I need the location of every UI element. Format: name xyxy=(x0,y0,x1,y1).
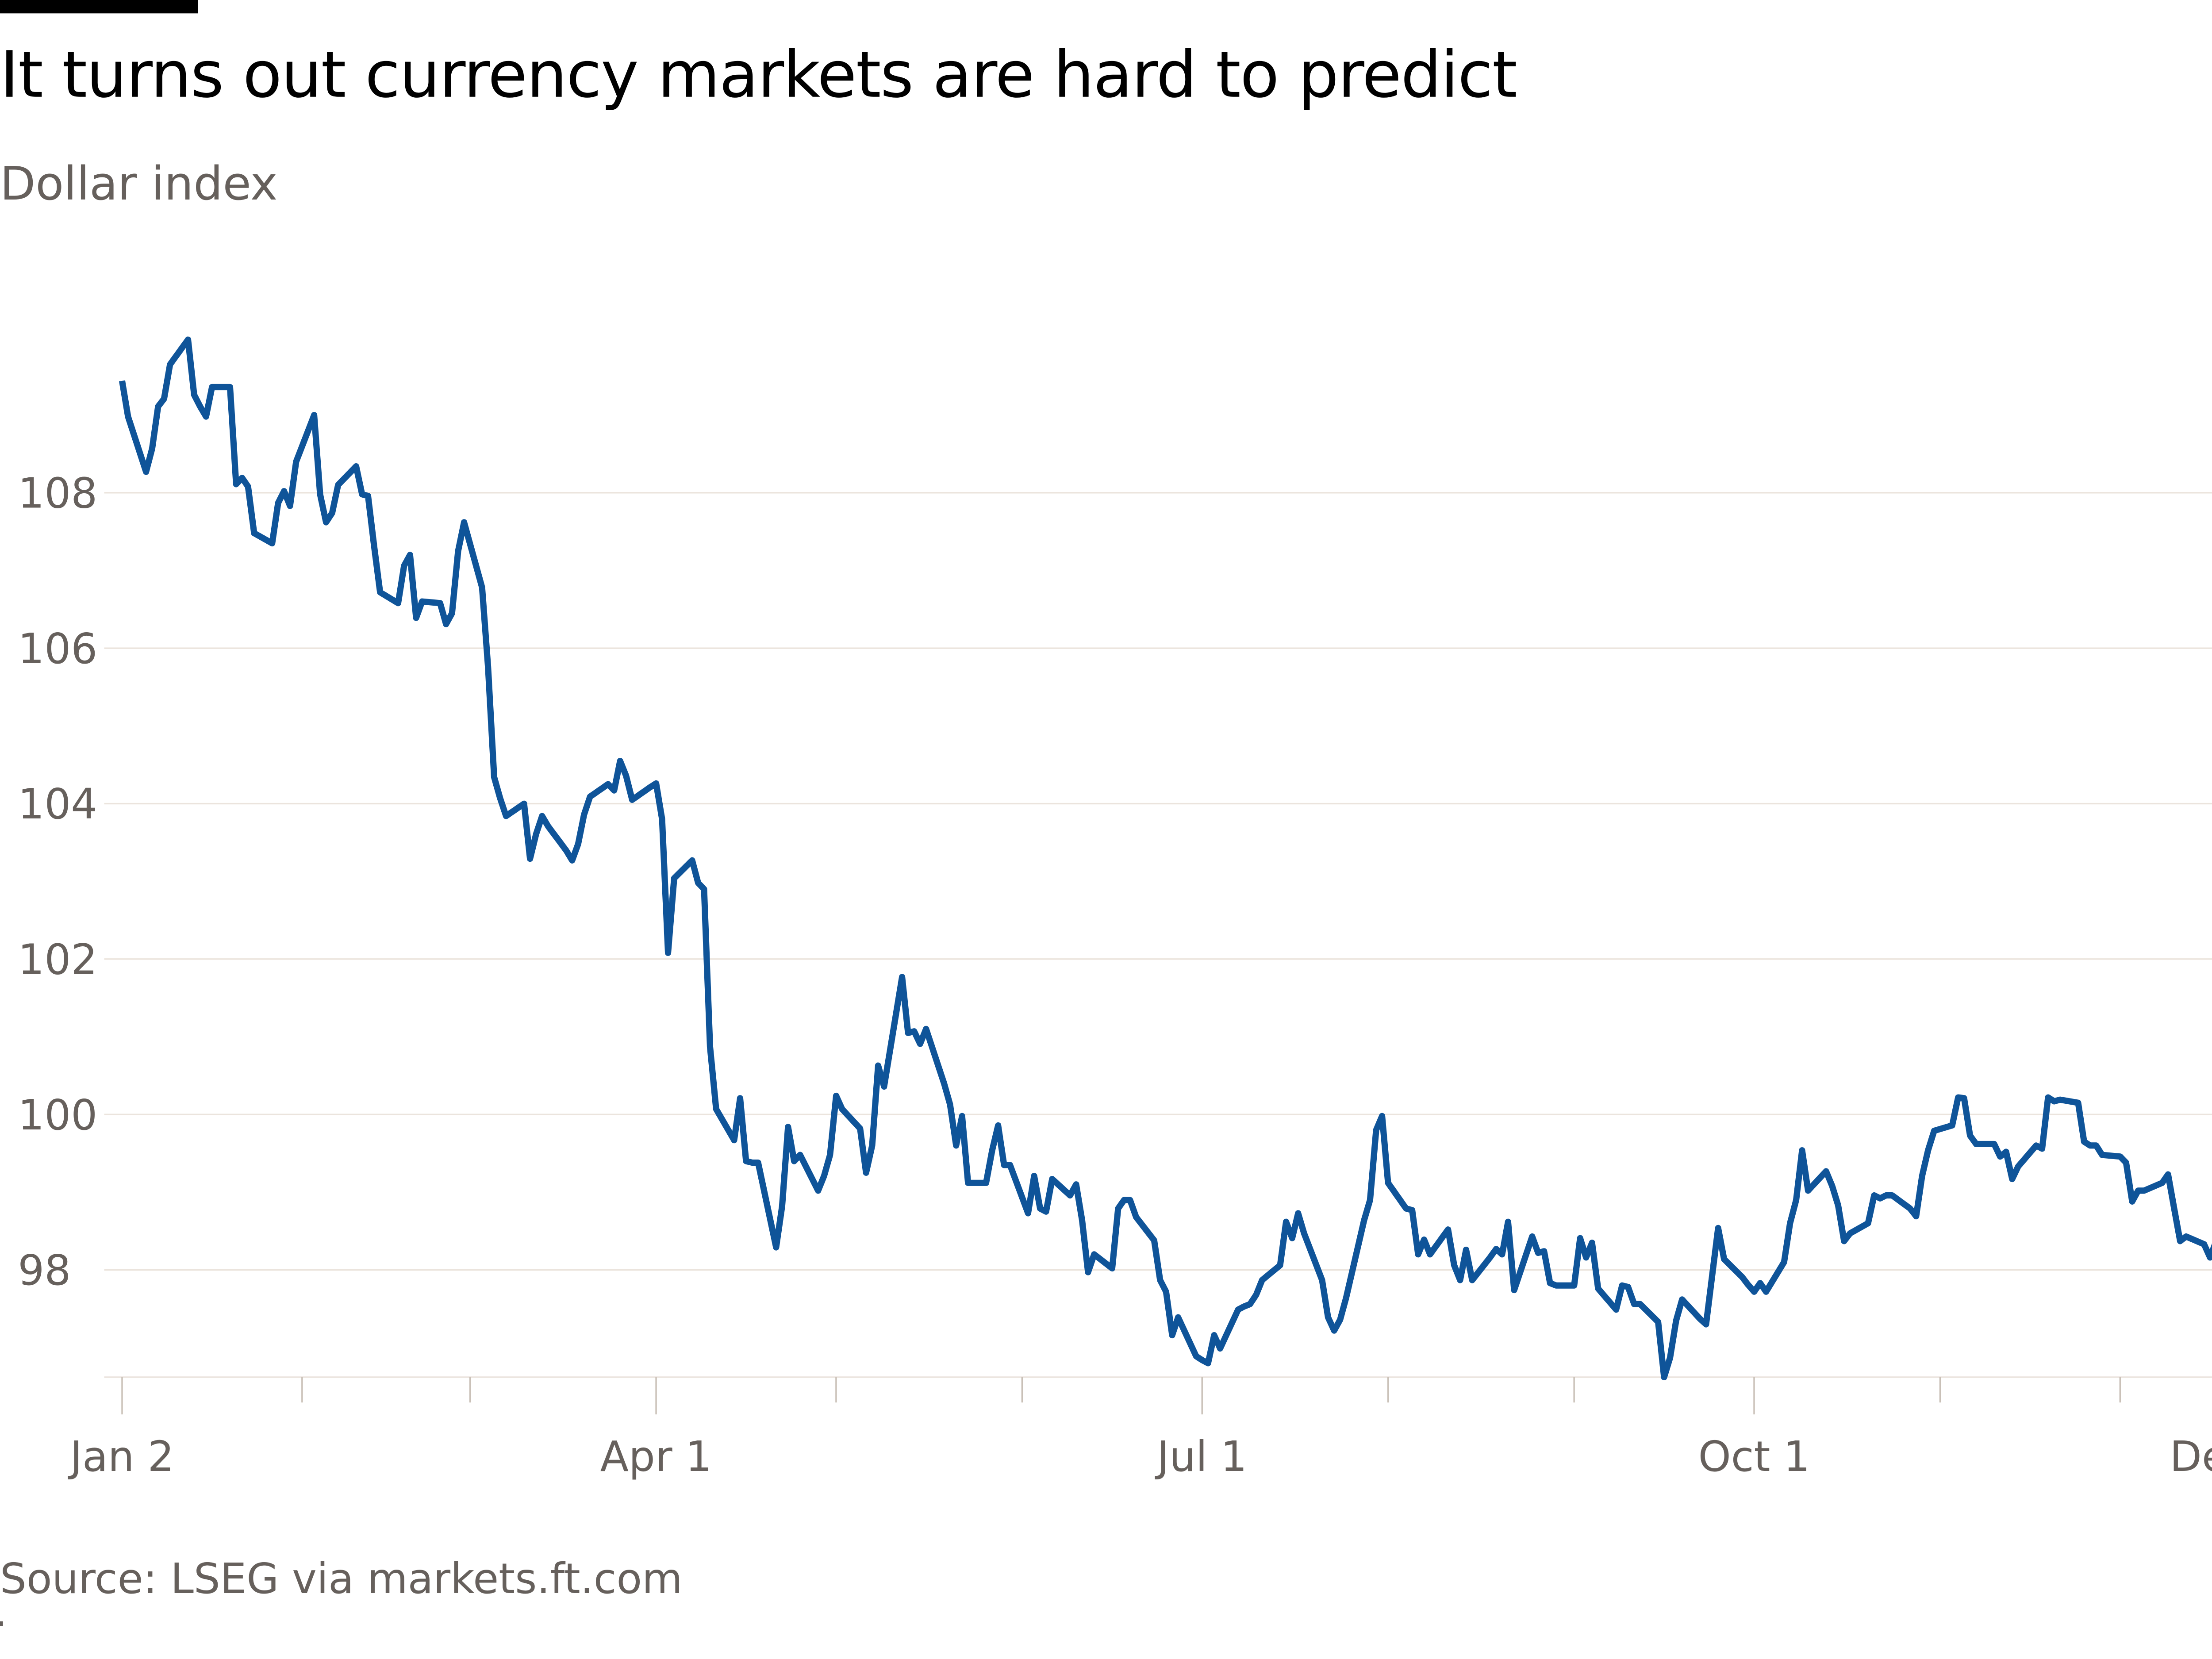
y-tick-label: 108 xyxy=(18,469,97,518)
y-tick-label: 106 xyxy=(18,625,97,673)
x-tick-label: Dec 22 xyxy=(2170,1433,2212,1481)
series-line-dollar-index xyxy=(119,336,2212,1381)
x-tick-label: Oct 1 xyxy=(1698,1433,1810,1481)
chart-subtitle: Dollar index xyxy=(0,157,278,211)
y-axis: 98 100 102 104 106 108 xyxy=(18,469,97,1295)
y-tick-label: 104 xyxy=(18,780,97,829)
brand-bar xyxy=(0,0,198,14)
x-tick-label: Jan 2 xyxy=(68,1433,174,1481)
x-axis: Jan 2 Apr 1 Jul 1 Oct 1 Dec 22 xyxy=(68,1376,2212,1481)
gridlines xyxy=(104,492,2212,1271)
y-tick-label: 100 xyxy=(18,1091,97,1140)
footer-mark xyxy=(0,1621,3,1626)
series-lines xyxy=(119,336,2212,1381)
y-tick-label: 102 xyxy=(18,936,97,984)
y-tick-label: 98 xyxy=(18,1247,71,1295)
source-note: Source: LSEG via markets.ft.com xyxy=(0,1554,683,1604)
chart-title: It turns out currency markets are hard t… xyxy=(0,38,1517,113)
x-tick-label: Apr 1 xyxy=(600,1433,712,1481)
x-tick-label: Jul 1 xyxy=(1155,1433,1247,1481)
